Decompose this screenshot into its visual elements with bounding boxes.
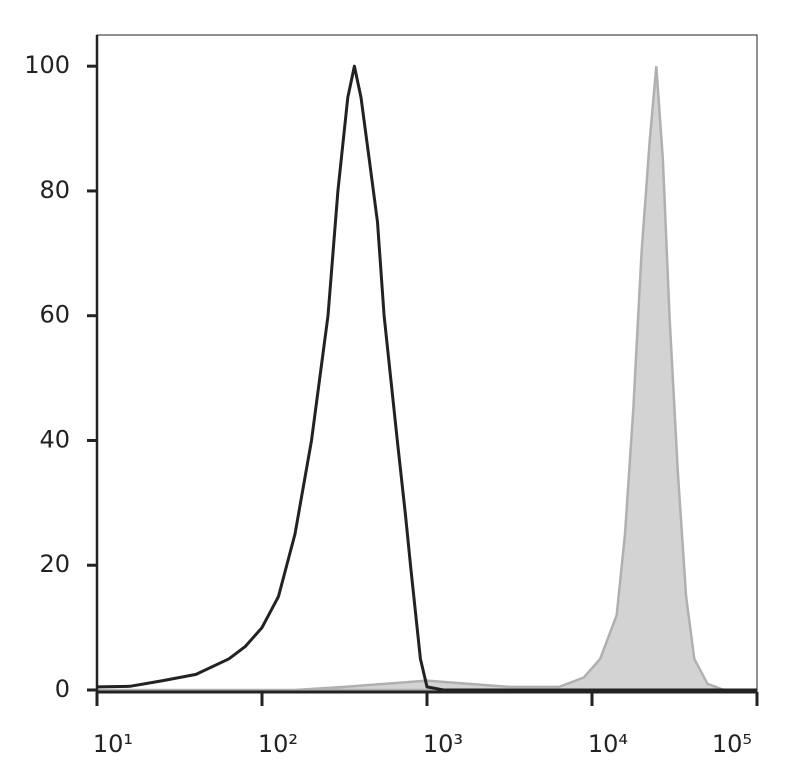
- x-tick-label: 10²: [258, 730, 298, 758]
- y-tick-label: 40: [39, 425, 70, 453]
- y-tick-label: 100: [24, 51, 70, 79]
- y-tick-label: 80: [39, 176, 70, 204]
- x-tick-label: 10⁵: [712, 730, 752, 758]
- x-tick-label: 10³: [423, 730, 463, 758]
- histogram-line: [96, 64, 757, 692]
- y-tick-label: 20: [39, 550, 70, 578]
- histogram-area: [97, 66, 757, 692]
- y-tick-label: 0: [55, 675, 70, 703]
- y-tick-label: 60: [39, 301, 70, 329]
- x-tick-label: 10⁴: [588, 730, 628, 758]
- x-tick-label: 10¹: [93, 730, 133, 758]
